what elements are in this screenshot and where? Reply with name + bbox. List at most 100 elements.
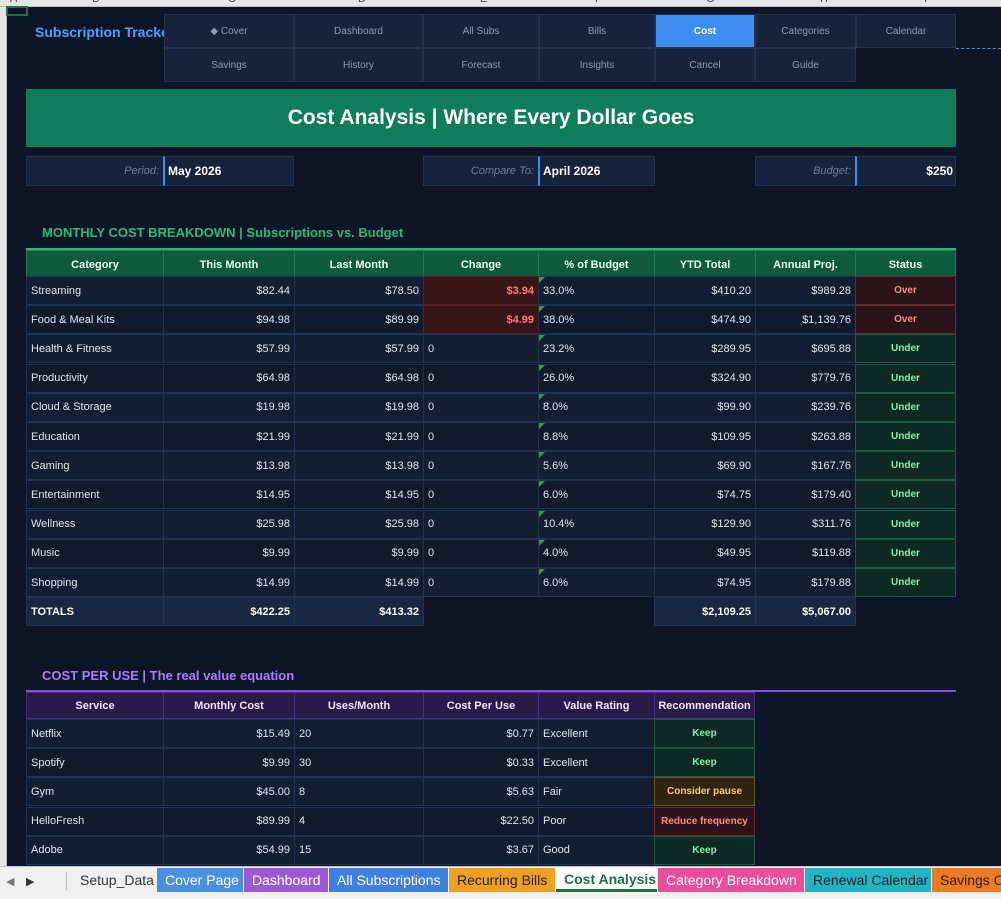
- breakdown-this-month: $14.99: [163, 568, 295, 597]
- column-letter-d[interactable]: D: [358, 0, 366, 5]
- breakdown-ytd: $74.95: [654, 568, 756, 597]
- column-letter-f[interactable]: F: [595, 0, 602, 5]
- status-badge: Under: [855, 363, 956, 393]
- sheet-tab-renewal-calendar[interactable]: Renewal Calendar: [805, 868, 931, 892]
- sheet-tab-category-breakdown[interactable]: Category Breakdown: [658, 868, 804, 892]
- sheet-tab-cost-analysis[interactable]: Cost Analysis: [556, 868, 657, 892]
- row-header-gutter: [0, 7, 7, 867]
- tab-scroll-right-icon[interactable]: ▶: [26, 876, 35, 888]
- cpu-header-3: Cost Per Use: [423, 692, 539, 719]
- tab-scroll-left-icon[interactable]: ◀: [6, 876, 15, 888]
- cpu-value-rating: Poor: [538, 806, 655, 836]
- breakdown-header-3: Change: [423, 250, 539, 279]
- column-letter-e[interactable]: E: [480, 0, 487, 5]
- breakdown-last-month: $14.95: [294, 480, 424, 510]
- sheet-tab-setup-data[interactable]: Setup_Data: [72, 868, 158, 892]
- period-value[interactable]: May 2026: [163, 156, 294, 186]
- nav-button-insights[interactable]: Insights: [539, 48, 655, 82]
- nav-button-allsubs[interactable]: All Subs: [423, 14, 539, 48]
- breakdown-this-month: $19.98: [163, 392, 295, 422]
- breakdown-header-2: Last Month: [294, 250, 424, 279]
- breakdown-change: 0: [423, 480, 539, 510]
- totals-annual-proj: $5,067.00: [755, 597, 856, 627]
- breakdown-change: $3.94: [423, 276, 539, 305]
- nav-button-calendar[interactable]: Calendar: [856, 14, 956, 48]
- breakdown-change: $4.99: [423, 305, 539, 335]
- nav-button-savings[interactable]: Savings: [164, 48, 294, 82]
- breakdown-last-month: $9.99: [294, 538, 424, 568]
- column-letter-a[interactable]: A: [10, 0, 17, 5]
- status-badge: Under: [855, 334, 956, 364]
- nav-button-history[interactable]: History: [294, 48, 423, 82]
- sheet-tab-cover-page[interactable]: Cover Page: [157, 868, 243, 892]
- nav-button-guide[interactable]: Guide: [755, 48, 856, 82]
- sheet-tab-bar: ◀ ▶ Setup_Data Cover Page Dashboard All Sub…: [0, 866, 1001, 899]
- breakdown-annual-proj: $311.76: [755, 509, 856, 539]
- nav-button-dashboard[interactable]: Dashboard: [294, 14, 423, 48]
- cpu-cost-per-use: $22.50: [423, 806, 539, 836]
- breakdown-pct-budget: 8.0%: [538, 392, 655, 422]
- cpu-cost-per-use: $0.77: [423, 719, 539, 748]
- breakdown-change: 0: [423, 451, 539, 481]
- budget-label: Budget:: [755, 156, 856, 186]
- cost-per-use-rule: [26, 690, 956, 692]
- selected-cell-indicator[interactable]: [6, 6, 28, 16]
- breakdown-this-month: $82.44: [163, 276, 295, 305]
- compare-value[interactable]: April 2026: [538, 156, 655, 186]
- sheet-tab-savings-o[interactable]: Savings O: [932, 868, 1001, 892]
- breakdown-this-month: $13.98: [163, 451, 295, 481]
- breakdown-pct-budget: 6.0%: [538, 480, 655, 510]
- totals-this-month: $422.25: [163, 597, 295, 627]
- sheet-tab-recurring-bills[interactable]: Recurring Bills: [449, 868, 555, 892]
- breakdown-category: Food & Meal Kits: [26, 305, 164, 335]
- breakdown-this-month: $9.99: [163, 538, 295, 568]
- breakdown-change: 0: [423, 422, 539, 451]
- breakdown-this-month: $14.95: [163, 480, 295, 510]
- breakdown-heading: MONTHLY COST BREAKDOWN | Subscriptions v…: [42, 225, 404, 240]
- nav-button-bills[interactable]: Bills: [539, 14, 655, 48]
- nav-button-cancel[interactable]: Cancel: [655, 48, 755, 82]
- breakdown-pct-budget: 4.0%: [538, 538, 655, 568]
- column-letter-g[interactable]: G: [706, 0, 715, 5]
- totals-label: TOTALS: [26, 597, 164, 627]
- breakdown-ytd: $109.95: [654, 422, 756, 451]
- nav-button-forecast[interactable]: Forecast: [423, 48, 539, 82]
- nav-button-categories[interactable]: Categories: [755, 14, 856, 48]
- cpu-value-rating: Fair: [538, 777, 655, 807]
- breakdown-pct-budget: 38.0%: [538, 305, 655, 335]
- breakdown-header-6: Annual Proj.: [755, 250, 856, 279]
- breakdown-last-month: $78.50: [294, 276, 424, 305]
- breakdown-header-0: Category: [26, 250, 164, 279]
- breakdown-last-month: $13.98: [294, 451, 424, 481]
- breakdown-change: 0: [423, 509, 539, 539]
- sheet-tab-dashboard[interactable]: Dashboard: [244, 868, 328, 892]
- nav-button-cost[interactable]: Cost: [655, 14, 755, 48]
- cpu-uses-per-month: 20: [294, 719, 424, 748]
- breakdown-last-month: $14.99: [294, 568, 424, 597]
- breakdown-pct-budget: 8.8%: [538, 422, 655, 451]
- budget-value[interactable]: $250: [855, 156, 956, 186]
- breakdown-pct-budget: 26.0%: [538, 363, 655, 393]
- sheet-tab-all-subscriptions[interactable]: All Subscriptions: [329, 868, 448, 892]
- cpu-service: HelloFresh: [26, 806, 164, 836]
- breakdown-pct-budget: 33.0%: [538, 276, 655, 305]
- cpu-header-4: Value Rating: [538, 692, 655, 719]
- nav-button-cover[interactable]: ◆ Cover: [164, 14, 294, 48]
- cpu-value-rating: Excellent: [538, 748, 655, 778]
- breakdown-annual-proj: $239.76: [755, 392, 856, 422]
- column-letter-i[interactable]: I: [924, 0, 927, 5]
- column-letter-b[interactable]: B: [92, 0, 99, 5]
- cpu-cost-per-use: $0.33: [423, 748, 539, 778]
- cpu-cost-per-use: $3.67: [423, 835, 539, 865]
- cpu-service: Spotify: [26, 748, 164, 778]
- column-letter-c[interactable]: C: [228, 0, 236, 5]
- breakdown-category: Wellness: [26, 509, 164, 539]
- breakdown-ytd: $324.90: [654, 363, 756, 393]
- cpu-header-2: Uses/Month: [294, 692, 424, 719]
- breakdown-change: 0: [423, 538, 539, 568]
- nav-divider: [956, 48, 1001, 49]
- column-letter-h[interactable]: H: [820, 0, 828, 5]
- breakdown-last-month: $25.98: [294, 509, 424, 539]
- breakdown-this-month: $21.99: [163, 422, 295, 451]
- breakdown-this-month: $94.98: [163, 305, 295, 335]
